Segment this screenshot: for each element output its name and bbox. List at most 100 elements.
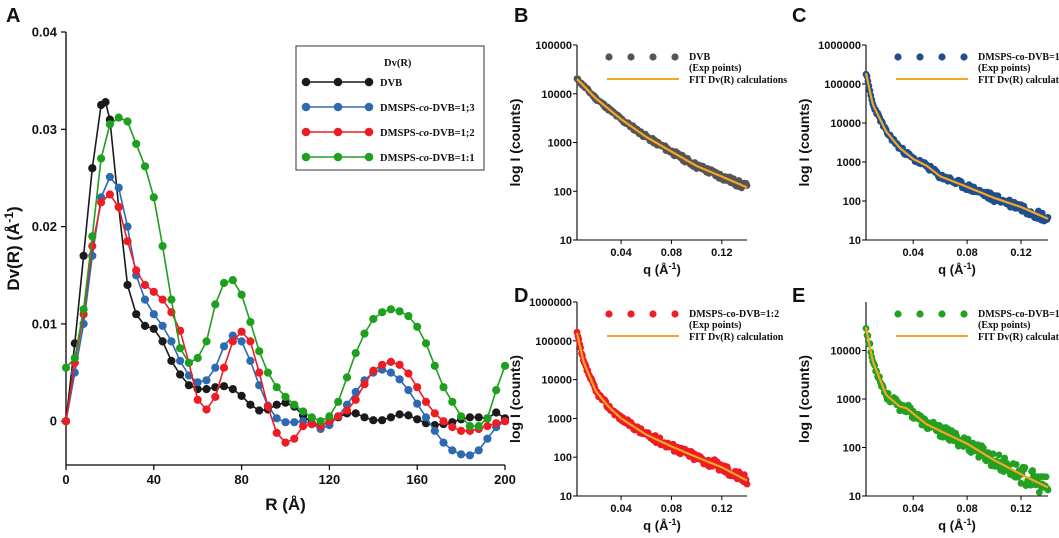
y-axis-title-end: ) — [4, 206, 23, 212]
data-point — [334, 412, 343, 421]
data-point — [193, 353, 202, 363]
y-tick-label: 0.04 — [32, 25, 58, 40]
legend-exp-label: DMSPS-co-DVB=1:3 — [978, 52, 1059, 63]
legend: DVB(Exp points)FIT Dv(R) calculations — [605, 52, 787, 86]
y-tick-label: 100000 — [535, 40, 572, 52]
legend-marker — [938, 53, 946, 61]
x-axis-title-unit: Å — [659, 518, 669, 533]
data-point — [465, 422, 474, 431]
exp-point — [1001, 454, 1009, 462]
data-point — [211, 392, 220, 401]
legend-label-part: DMSPS- — [380, 103, 420, 114]
data-point — [184, 381, 193, 390]
data-point — [202, 376, 211, 385]
x-tick-label: 200 — [494, 472, 516, 487]
data-point — [158, 242, 167, 251]
data-point — [193, 395, 202, 404]
data-point — [492, 419, 501, 428]
legend-fit-label: FIT Dv(R) calculations — [689, 75, 787, 86]
data-point — [474, 422, 483, 431]
y-tick-label: 10 — [849, 491, 861, 503]
x-tick-label: 0.08 — [661, 247, 682, 259]
data-point — [263, 402, 272, 411]
legend: DMSPS-co-DVB=1:2(Exp points)FIT Dv(R) ca… — [605, 309, 784, 343]
y-axis-title: log I (counts) — [507, 355, 523, 443]
data-point — [465, 413, 474, 422]
data-point — [492, 408, 501, 417]
x-tick-label: 0.04 — [902, 503, 924, 515]
exp-point — [1044, 486, 1052, 494]
y-tick-label: 100 — [843, 196, 861, 208]
data-point — [430, 426, 439, 435]
data-point — [448, 423, 457, 432]
data-point — [114, 113, 123, 122]
data-point — [378, 360, 387, 369]
y-axis-title-unit: Å — [4, 223, 23, 235]
data-point — [114, 203, 123, 212]
x-tick-label: 80 — [234, 472, 248, 487]
data-point — [97, 154, 106, 163]
x-tick-label: 0 — [62, 472, 69, 487]
y-tick-label: 100 — [843, 443, 861, 455]
data-point — [281, 418, 290, 427]
y-tick-label: 1000 — [548, 413, 572, 425]
data-point — [386, 413, 395, 422]
x-axis-title-text: q ( — [938, 262, 955, 277]
data-point — [299, 422, 308, 431]
legend-label-part: DMSPS- — [380, 153, 420, 164]
data-point — [237, 391, 246, 400]
data-point — [255, 406, 264, 415]
data-point — [413, 415, 422, 424]
panel-c: C 10 100 1000 10000 100000 1000000 0.04 0.08 0.12… — [792, 5, 1059, 277]
data-point — [457, 426, 466, 435]
data-point — [474, 413, 483, 422]
data-point — [421, 397, 431, 406]
data-point — [325, 412, 334, 421]
legend-label-part: -DVB=1;2 — [429, 128, 475, 139]
data-point — [211, 363, 220, 372]
x-axis-title-text: q ( — [938, 518, 955, 533]
legend-exp-sublabel: (Exp points) — [978, 320, 1031, 331]
data-point — [184, 358, 193, 367]
data-point — [386, 368, 395, 377]
data-point — [448, 397, 457, 406]
legend-marker — [301, 102, 311, 112]
data-point — [272, 428, 281, 437]
data-point — [193, 378, 202, 387]
legend-fit-label: FIT Dv(R) calculation — [689, 332, 784, 343]
data-point — [105, 190, 114, 199]
panel-b: B 10 100 1000 10000 100000 0.04 0.08 0.12 q (Å-1)… — [507, 5, 787, 277]
x-axis-title-end: ) — [971, 518, 975, 533]
x-axis-title-sup: -1 — [963, 261, 971, 271]
data-point — [395, 307, 404, 316]
data-point — [351, 409, 360, 418]
data-point — [237, 327, 246, 336]
data-point — [369, 314, 378, 324]
data-point — [140, 321, 150, 330]
legend-box — [295, 45, 485, 171]
data-point — [369, 416, 378, 425]
legend-marker — [916, 310, 924, 318]
y-tick-label: 0.02 — [32, 219, 57, 234]
data-point — [281, 398, 290, 407]
data-point — [97, 198, 106, 207]
data-point — [369, 366, 378, 375]
y-tick-label: 10000 — [830, 118, 861, 130]
legend-fit-label: FIT Dv(R) calculations — [978, 75, 1059, 86]
y-tick-label: 100 — [554, 452, 572, 464]
data-point — [176, 370, 185, 379]
data-point — [378, 308, 387, 317]
x-tick-label: 0.12 — [1010, 247, 1031, 259]
data-point — [211, 300, 220, 309]
legend-marker — [333, 127, 343, 137]
data-point — [202, 385, 211, 394]
data-point — [430, 361, 439, 370]
data-point — [430, 409, 439, 418]
data-point — [360, 413, 369, 422]
data-point — [79, 251, 88, 260]
x-tick-label: 160 — [406, 472, 428, 487]
y-tick-label: 10 — [560, 235, 572, 247]
x-tick-label: 0.04 — [902, 247, 924, 259]
series-line — [65, 175, 506, 457]
legend-label-part: co — [419, 128, 429, 139]
